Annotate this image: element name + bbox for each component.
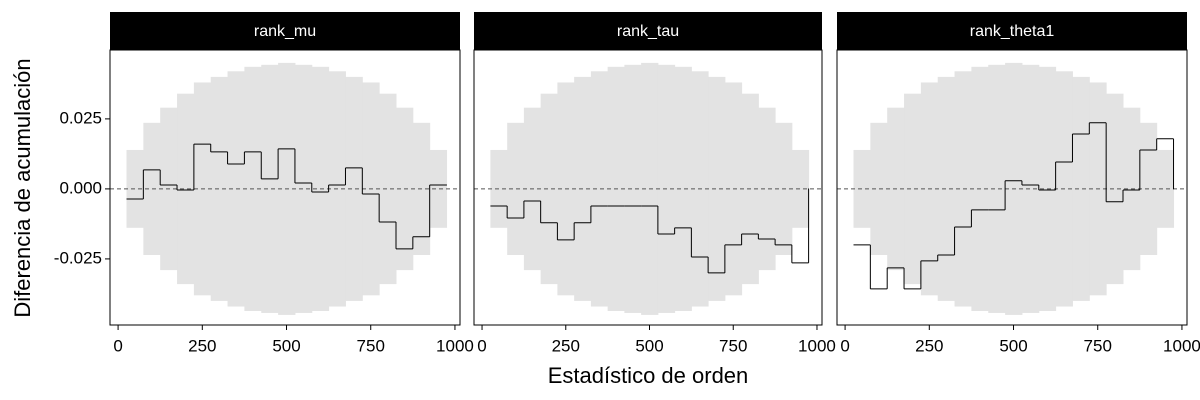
step-end	[808, 188, 810, 190]
x-tick-label: 0	[477, 336, 486, 355]
strip	[110, 12, 460, 50]
envelope	[988, 64, 1006, 313]
envelope	[429, 149, 448, 228]
envelope	[490, 149, 508, 228]
strip-label: rank_tau	[617, 23, 679, 40]
strip-label: rank_mu	[254, 23, 316, 40]
envelope	[853, 149, 871, 228]
envelope	[210, 76, 229, 301]
envelope	[937, 76, 956, 301]
envelope	[345, 76, 363, 301]
x-axis-title: Estadístico de orden	[548, 363, 749, 388]
envelope	[904, 93, 922, 285]
envelope	[1072, 76, 1090, 301]
x-tick-label: 250	[188, 336, 216, 355]
x-tick-label: 750	[1084, 336, 1112, 355]
envelope	[294, 64, 313, 313]
x-tick-label: 0	[113, 336, 122, 355]
x-tick-label: 1000	[798, 336, 836, 355]
x-tick-label: 500	[272, 336, 300, 355]
y-axis-title: Diferencia de acumulación	[10, 58, 35, 317]
envelope	[177, 93, 195, 285]
envelope	[1156, 149, 1175, 228]
envelope	[758, 107, 776, 271]
envelope	[126, 149, 144, 228]
x-tick-label: 500	[635, 336, 663, 355]
x-tick-label: 750	[357, 336, 385, 355]
y-tick-label: 0.025	[59, 108, 102, 127]
envelope	[708, 76, 726, 301]
strip	[837, 12, 1187, 50]
strip	[474, 12, 822, 50]
x-tick-label: 750	[719, 336, 747, 355]
strip-label: rank_theta1	[970, 23, 1055, 40]
envelope	[379, 93, 397, 285]
x-tick-label: 500	[999, 336, 1027, 355]
step-end	[446, 184, 448, 186]
y-tick-label: -0.025	[54, 248, 102, 267]
envelope	[791, 149, 810, 228]
x-tick-label: 1000	[436, 336, 474, 355]
envelope	[674, 66, 692, 311]
x-tick-label: 250	[915, 336, 943, 355]
step-end	[1173, 188, 1175, 190]
envelope	[261, 64, 279, 313]
envelope	[1106, 93, 1124, 285]
envelope	[1021, 64, 1040, 313]
x-tick-label: 250	[552, 336, 580, 355]
x-tick-label: 0	[840, 336, 849, 355]
envelope	[540, 93, 558, 285]
x-tick-label: 1000	[1163, 336, 1200, 355]
envelope	[507, 122, 525, 255]
envelope	[590, 71, 609, 307]
envelope	[624, 64, 642, 313]
y-tick-label: 0.000	[59, 178, 102, 197]
